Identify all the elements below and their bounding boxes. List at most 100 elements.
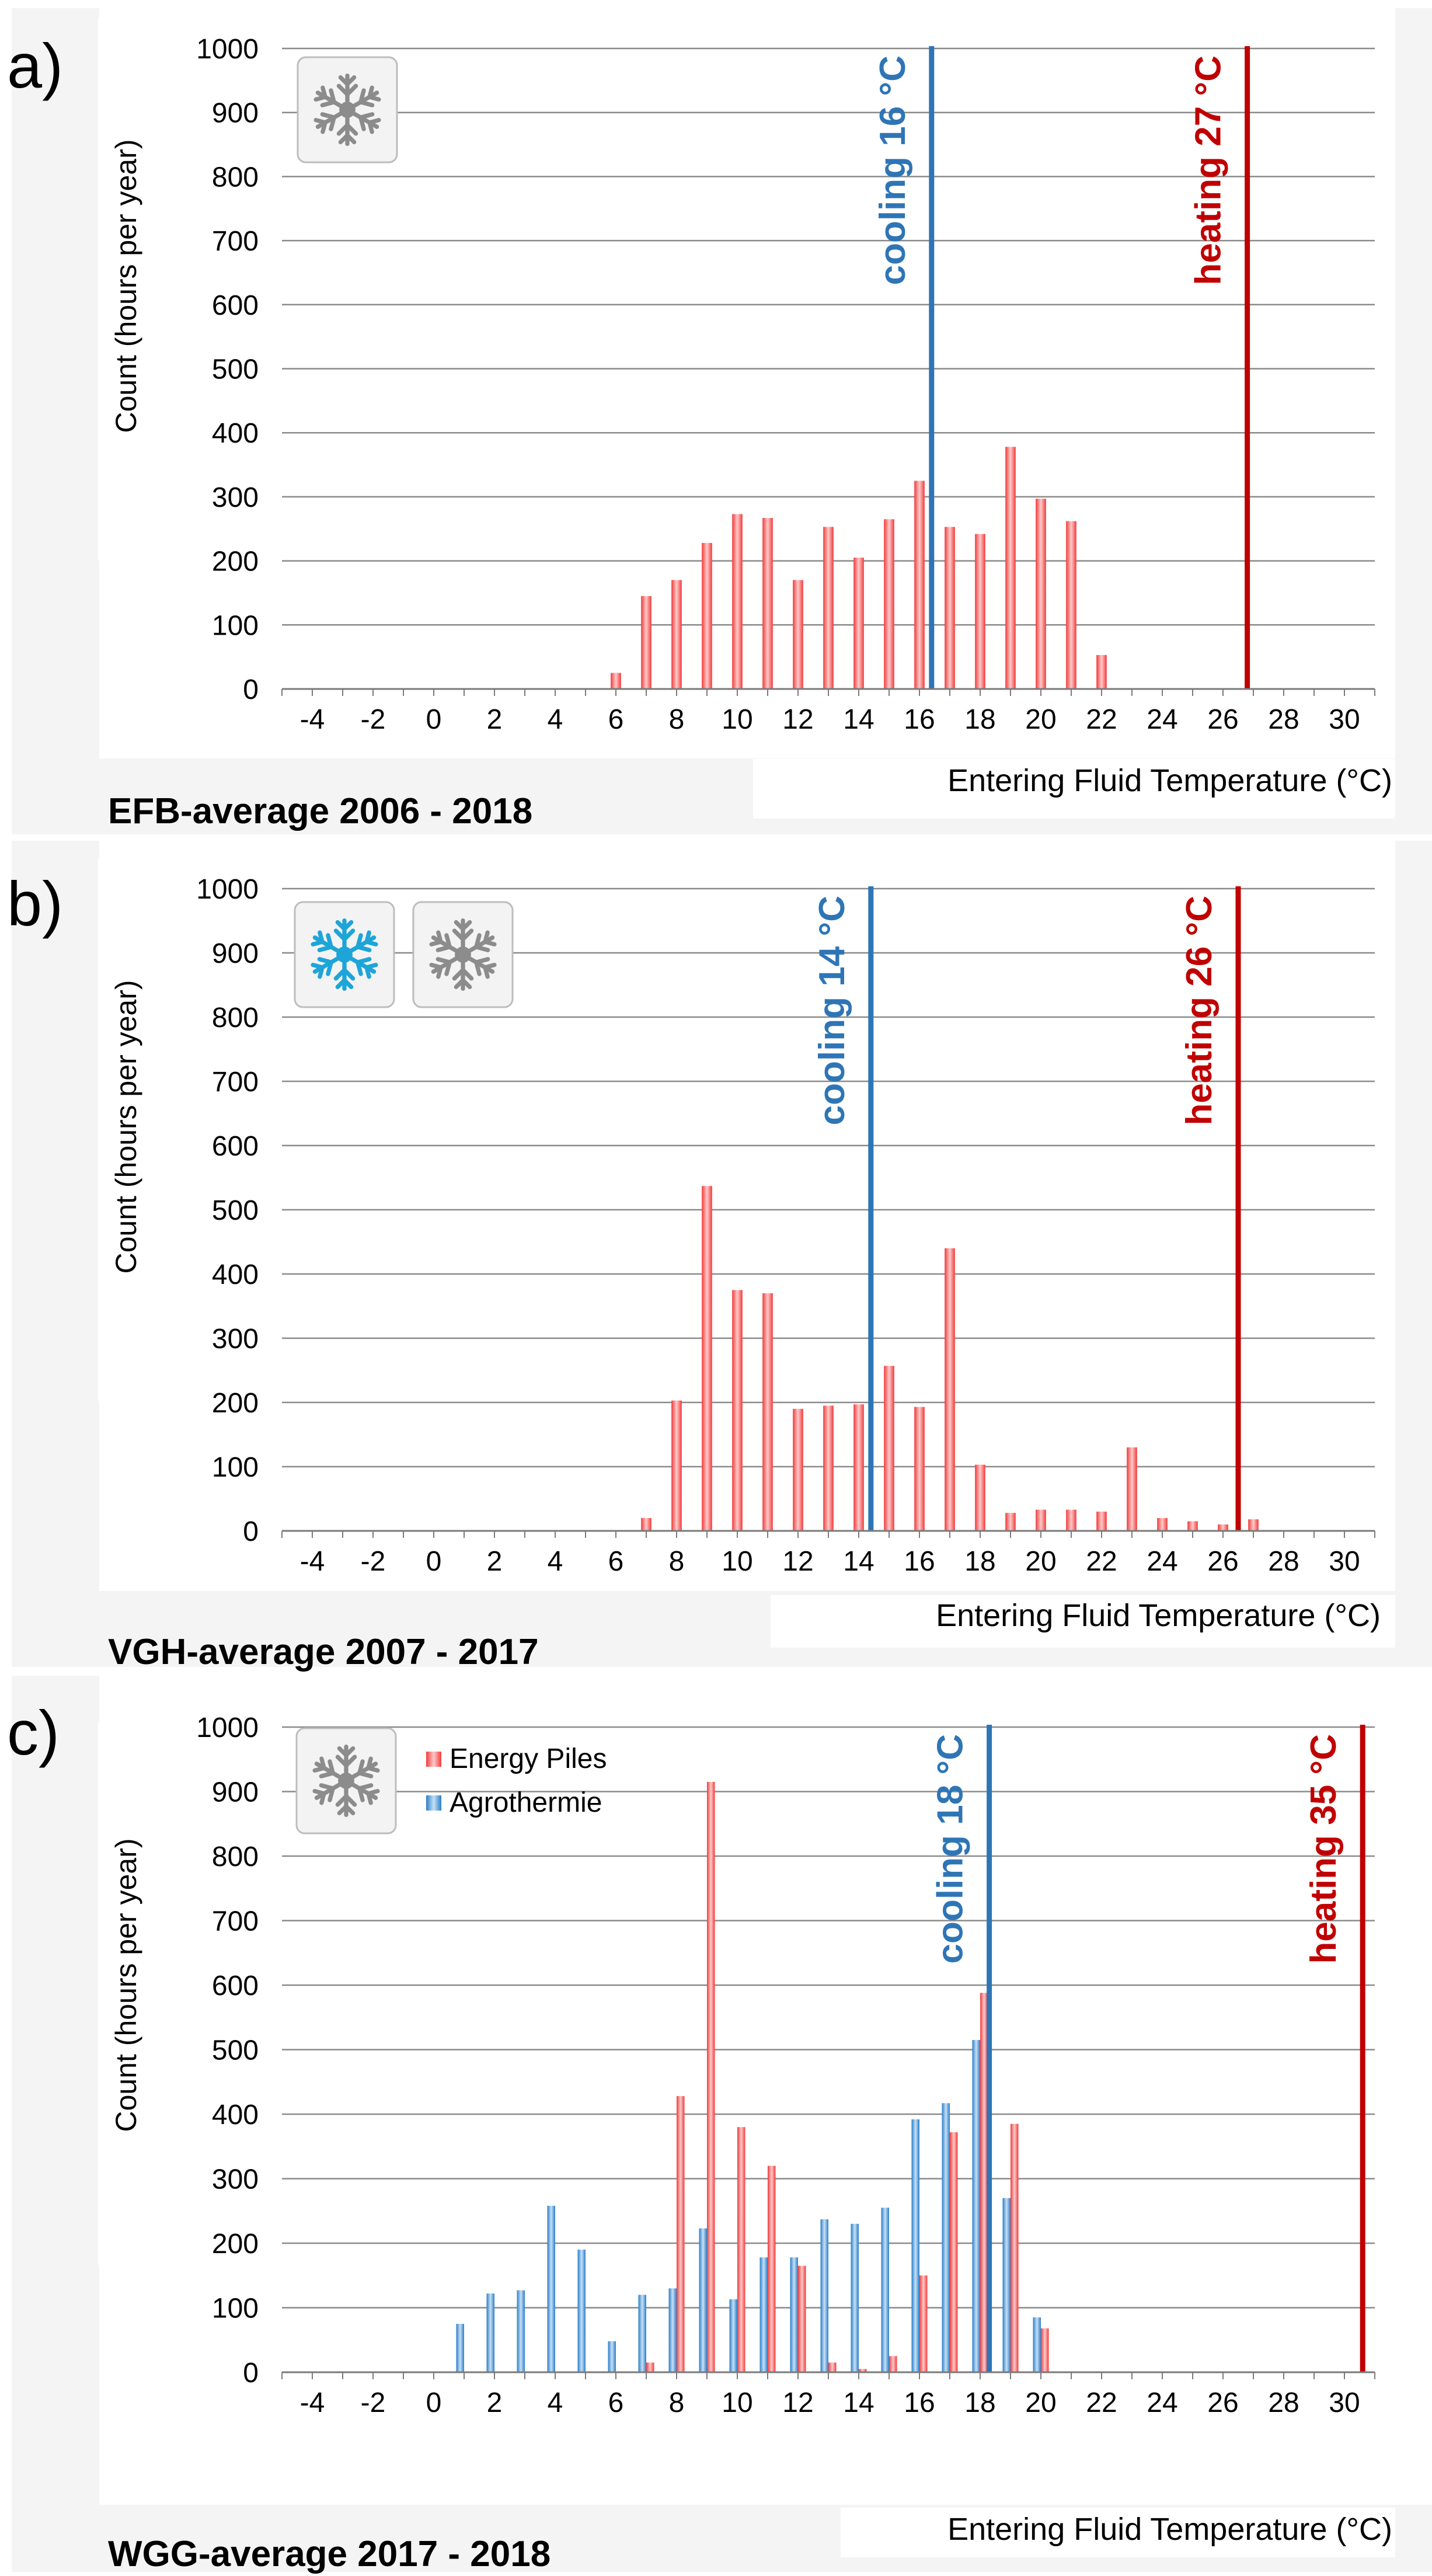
x-tick-label: 4 [548,704,563,735]
y-tick-label: 600 [212,1131,259,1162]
xlabel-background [753,759,1395,819]
y-tick-label: 500 [212,2035,259,2066]
bar-energy-piles [1011,2124,1019,2372]
bar-energy-piles [671,1400,682,1531]
x-tick-label: -2 [361,1546,386,1577]
bar-agrothermie [759,2257,768,2372]
bar-energy-piles [823,1405,834,1531]
bar-energy-piles [1005,447,1016,689]
x-tick-label: 6 [608,1546,624,1577]
bar-energy-piles [732,1290,743,1531]
x-tick-label: 8 [669,704,685,735]
legend: Energy Piles Agrothermie [426,1743,607,1818]
y-tick-label: 700 [212,1067,259,1098]
y-tick-label: 0 [243,2358,259,2389]
bar-energy-piles [950,2132,958,2372]
chart-title: VGH-average 2007 - 2017 [108,1632,539,1672]
bar-energy-piles [1005,1513,1016,1531]
bar-energy-piles [611,673,621,689]
y-tick-label: 300 [212,1324,259,1355]
ylabel-background [98,1722,156,2265]
y-tick-label: 900 [212,1777,259,1808]
cooling-label: cooling 18 °C [931,1734,971,1964]
bar-energy-piles [914,481,925,689]
x-tick-label: 20 [1025,2387,1056,2418]
y-tick-label: 400 [212,2100,259,2131]
x-tick-label: 28 [1268,2387,1299,2418]
bar-energy-piles [1157,1518,1168,1531]
bars [611,447,1107,689]
x-tick-label: 2 [487,2387,503,2418]
x-tick-label: 6 [608,2387,624,2418]
y-tick-label: 1000 [196,1712,259,1743]
x-tick-label: 14 [843,1546,874,1577]
x-tick-label: 16 [904,1546,935,1577]
x-tick-label: 20 [1025,1546,1056,1577]
axes [281,688,1375,696]
reference-lines: cooling 14 °C heating 26 °C [812,886,1241,1531]
x-tick-label: 22 [1086,2387,1117,2418]
x-tick-label: 24 [1147,2387,1177,2418]
bar-energy-piles [671,580,682,689]
x-tick-label: 24 [1147,704,1177,735]
y-tick-label: 0 [243,1516,259,1547]
bar-agrothermie [1002,2198,1011,2372]
cooling-label: cooling 16 °C [873,55,913,285]
x-tick-label: 18 [964,2387,995,2418]
y-tick-label: 900 [212,98,259,129]
x-tick-label: 20 [1025,704,1056,735]
x-tick-label: 14 [843,704,874,735]
ylabel-background [98,18,156,561]
bar-energy-piles [1066,1509,1076,1531]
y-axis-label: Count (hours per year) [110,980,142,1273]
x-tick-label: -4 [300,2387,325,2418]
ylabel-background [98,858,156,1401]
x-tick-label: 0 [426,704,442,735]
bars [456,1781,1049,2372]
y-tick-label: 200 [212,1388,259,1419]
axes [281,1530,1375,1538]
y-axis-label: Count (hours per year) [110,139,142,433]
bar-energy-piles [1218,1524,1228,1531]
bar-energy-piles [1036,499,1046,689]
bar-agrothermie [729,2299,737,2372]
x-tick-label: -2 [361,2387,386,2418]
bar-agrothermie [820,2219,828,2372]
legend-swatch-energy-piles [426,1752,441,1767]
x-tick-label: -4 [300,704,325,735]
y-tick-label: 100 [212,2293,259,2324]
y-tick-label: 400 [212,1259,259,1290]
x-tick-label: 10 [722,704,752,735]
bar-agrothermie [851,2223,859,2372]
x-axis-label: Entering Fluid Temperature (°C) [947,763,1392,798]
bar-energy-piles [641,1518,651,1531]
bar-energy-piles [980,1993,988,2372]
y-tick-label: 200 [212,546,259,577]
y-tick-label: 100 [212,610,259,641]
panel-b: cooling 14 °C heating 26 °C 0100200300400… [7,841,1432,1672]
bar-energy-piles [707,1781,715,2372]
x-tick-label: 16 [904,2387,935,2418]
bar-energy-piles [945,527,955,689]
x-tick-label: 22 [1086,704,1117,735]
bar-energy-piles [919,2275,928,2372]
bar-energy-piles [1066,521,1076,689]
x-tick-label: 8 [669,1546,685,1577]
x-tick-label: 26 [1207,1546,1238,1577]
heating-label: heating 26 °C [1179,896,1220,1125]
legend-label-agrothermie: Agrothermie [450,1787,602,1818]
bar-energy-piles [853,558,864,689]
snowflake-icon-group [295,1727,397,1834]
x-axis-label: Entering Fluid Temperature (°C) [947,2512,1392,2547]
bars [641,1186,1259,1531]
panel-label: c) [7,1697,60,1768]
legend-label-energy-piles: Energy Piles [450,1743,607,1774]
bar-agrothermie [911,2119,919,2372]
bar-energy-piles [793,1409,803,1531]
panel-a: cooling 16 °C heating 27 °C 0100200300400… [7,8,1432,834]
bar-energy-piles [702,542,712,689]
heating-label: heating 35 °C [1304,1734,1344,1964]
bar-energy-piles [853,1404,864,1531]
y-tick-label: 300 [212,2164,259,2195]
